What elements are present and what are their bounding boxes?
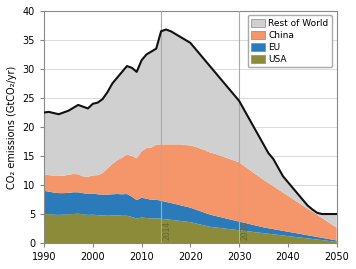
Text: 2030: 2030 — [241, 221, 250, 240]
Y-axis label: CO₂ emissions (GtCO₂/yr): CO₂ emissions (GtCO₂/yr) — [7, 65, 17, 189]
Legend: Rest of World, China, EU, USA: Rest of World, China, EU, USA — [247, 15, 332, 67]
Text: 2014: 2014 — [163, 221, 172, 240]
